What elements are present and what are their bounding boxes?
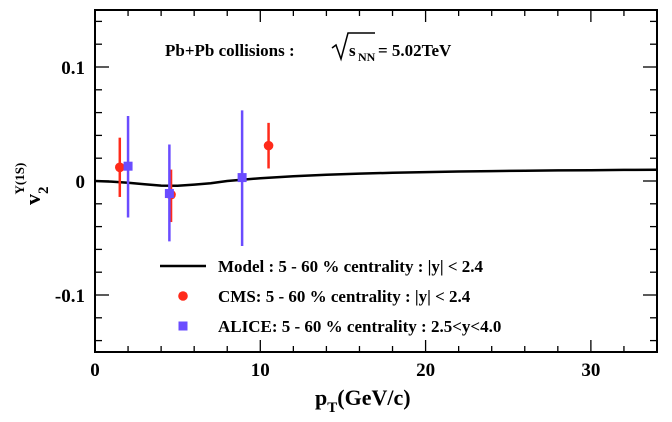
annotation-prefix: Pb+Pb collisions : [165, 41, 295, 60]
sqrt-s-nn-symbol: s NN [331, 32, 376, 64]
x-tick-label: 0 [90, 360, 100, 381]
cms-data-point [114, 162, 125, 173]
alice-data-point [237, 173, 247, 183]
y-axis-label: v2 Υ(1S) [12, 163, 52, 205]
y-axis-label-subscript: 2 [36, 187, 52, 195]
model-curve [94, 168, 658, 188]
x-axis-label: pT(GeV/c) [315, 385, 411, 416]
y-axis-label-main: v [20, 194, 45, 205]
y-tick-label: 0 [76, 172, 86, 193]
legend: Model : 5 - 60 % centrality : |y| < 2.4 C… [160, 257, 501, 336]
x-tick-label: 20 [416, 360, 435, 381]
sqrt-radicand: s [349, 41, 356, 60]
annotation-energy: = 5.02TeV [378, 41, 452, 60]
y-axis-label-superscript: Υ(1S) [12, 163, 27, 195]
sqrt-radical-sign [331, 32, 375, 62]
chart-text: Pb+Pb collisions : s NN = 5.02TeV v2 Υ(1S)… [12, 32, 452, 416]
x-tick-label: 10 [251, 360, 270, 381]
legend-label: CMS: 5 - 60 % centrality : |y| < 2.4 [218, 287, 471, 306]
legend-cms-swatch [178, 291, 188, 301]
x-axis-label-subscript: T [327, 400, 337, 416]
x-axis-label-main: p [315, 385, 327, 410]
alice-data-point [123, 161, 133, 171]
cms-data-point [263, 140, 274, 151]
legend-label: Model : 5 - 60 % centrality : |y| < 2.4 [218, 257, 484, 276]
legend-label: ALICE: 5 - 60 % centrality : 2.5<y<4.0 [218, 317, 501, 336]
data-marks [94, 110, 658, 246]
alice-data-point [164, 189, 174, 199]
y-tick-label: -0.1 [55, 286, 85, 307]
plot-area: 0 10 20 30 -0.1 0 0.1 [55, 9, 658, 381]
x-tick-label: 30 [581, 360, 600, 381]
legend-alice-swatch [178, 321, 188, 331]
sqrt-radicand-subscript: NN [358, 50, 376, 64]
y-tick-label: 0.1 [61, 58, 85, 79]
x-axis-label-units: (GeV/c) [337, 385, 410, 410]
